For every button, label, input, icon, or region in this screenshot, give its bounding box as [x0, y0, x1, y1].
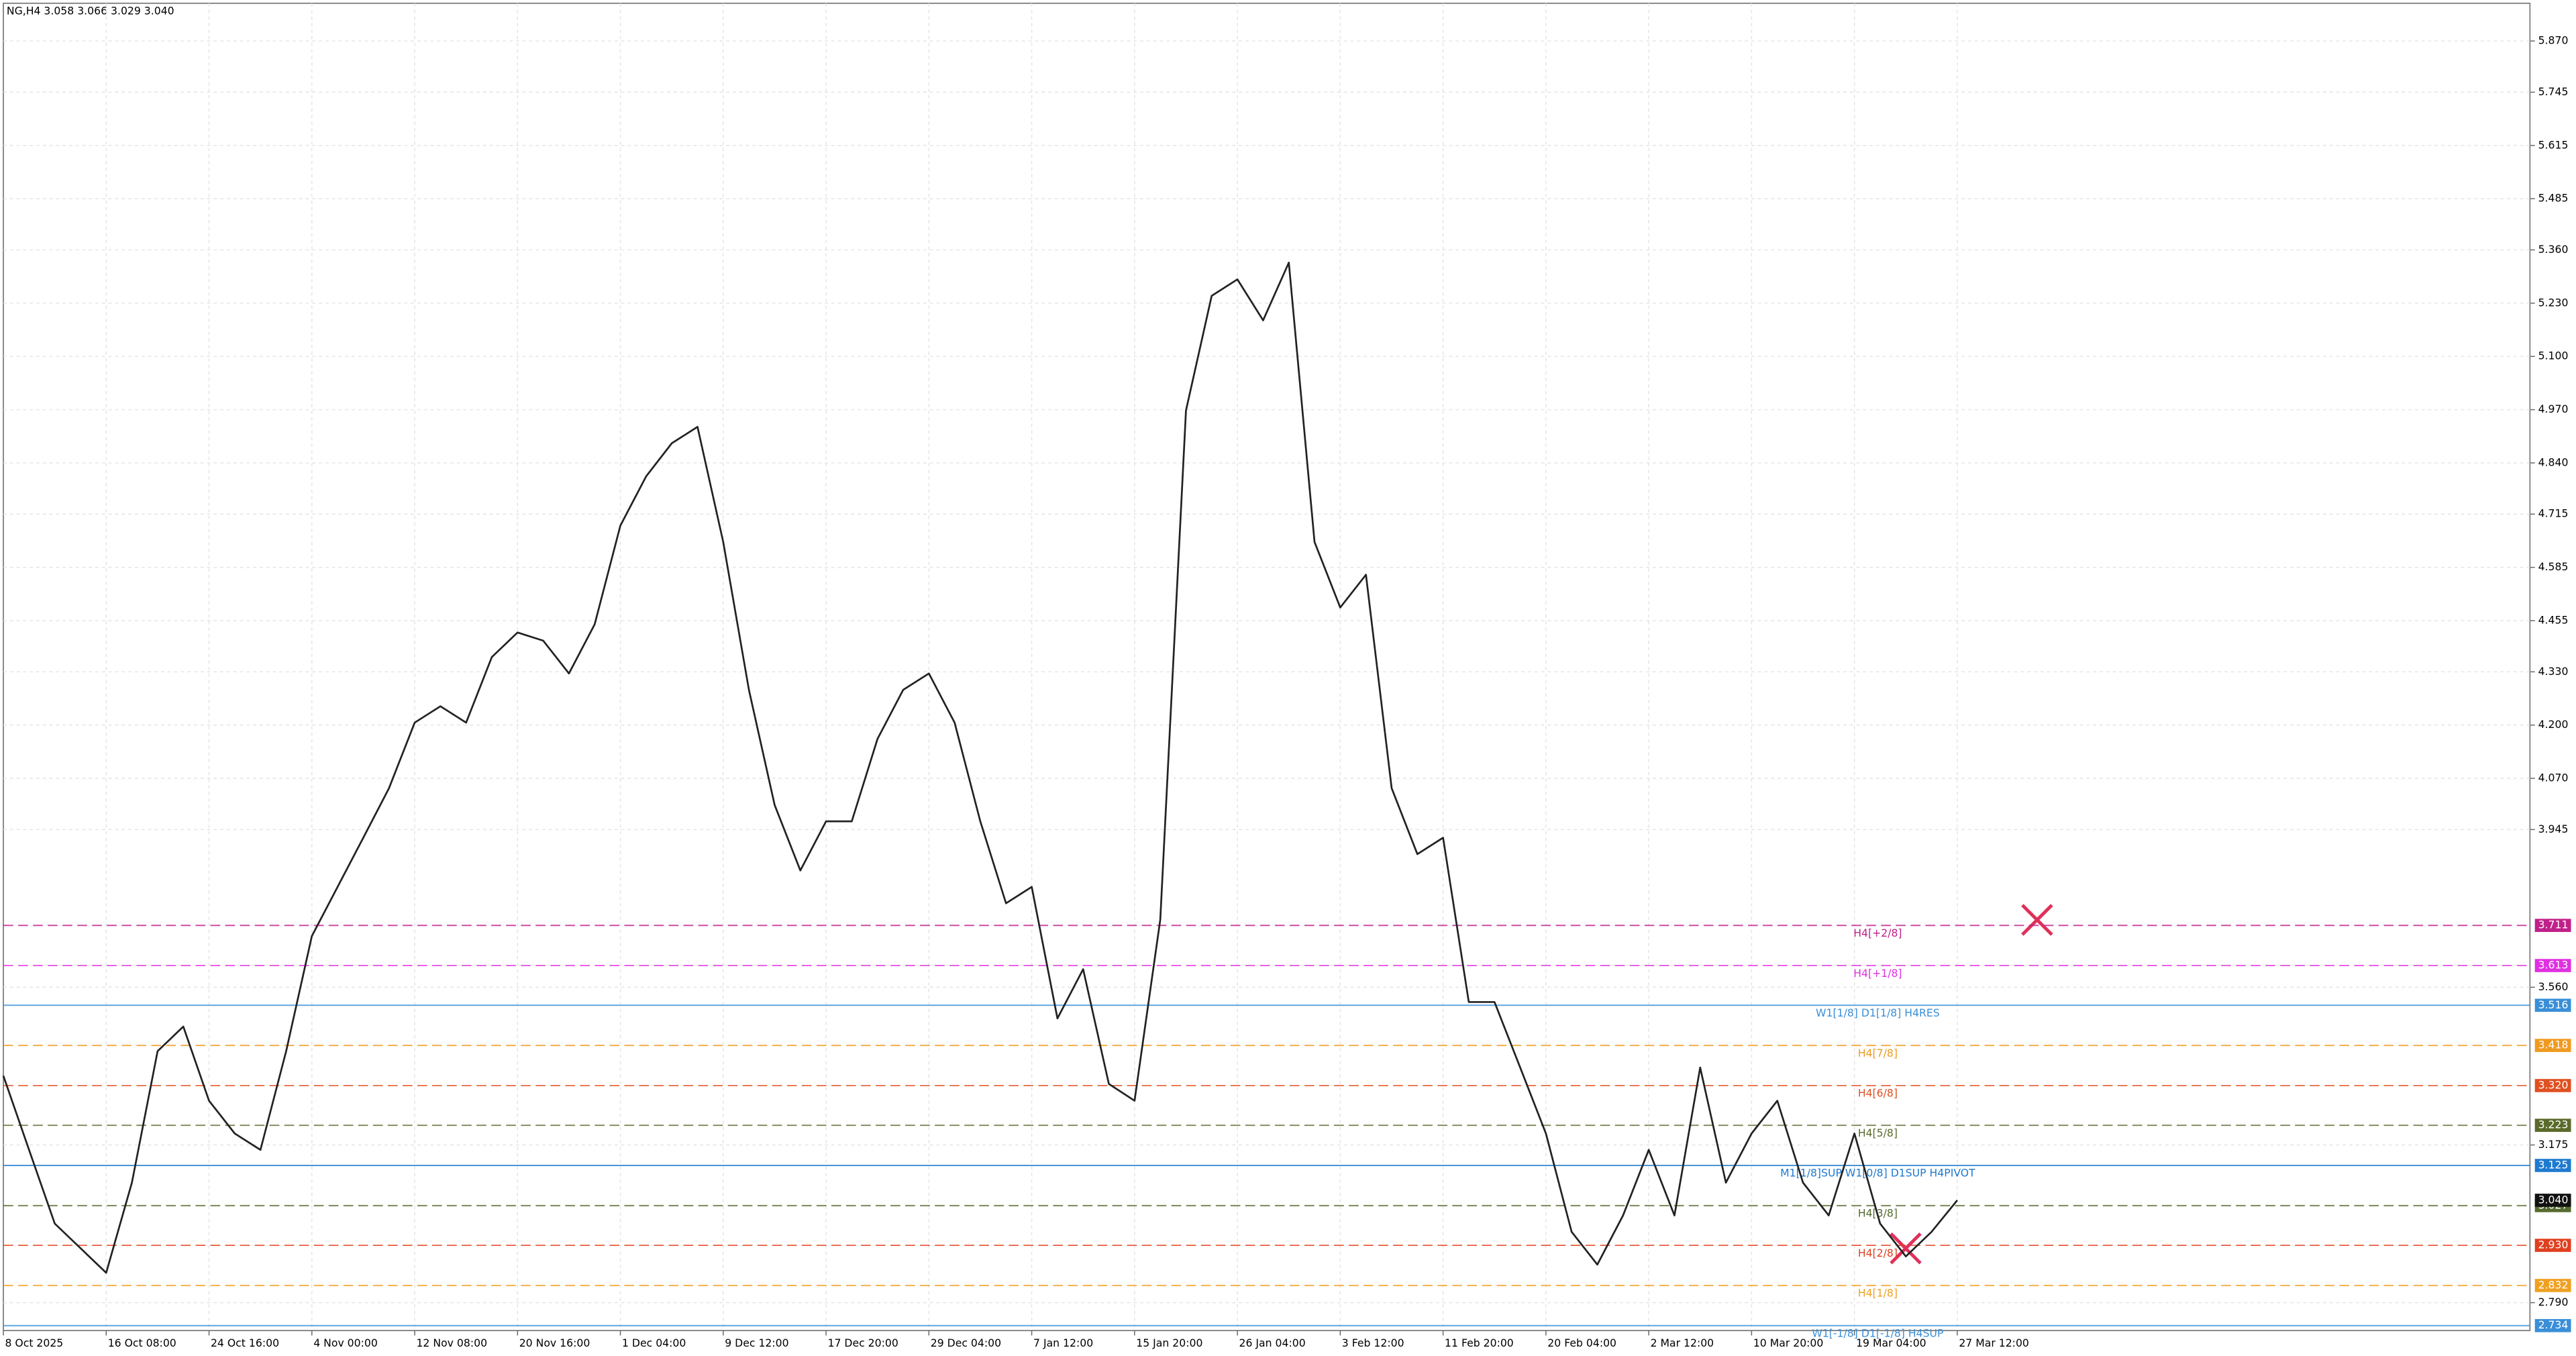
level-price-label: 3.613 [2538, 959, 2569, 972]
x-tick-label: 3 Feb 12:00 [1342, 1337, 1404, 1349]
x-tick-label: 7 Jan 12:00 [1033, 1337, 1093, 1349]
y-tick-label: 4.585 [2538, 560, 2569, 573]
x-tick-label: 15 Jan 20:00 [1136, 1337, 1202, 1349]
x-tick-label: 8 Oct 2025 [5, 1337, 63, 1349]
x-tick-label: 19 Mar 04:00 [1856, 1337, 1926, 1349]
level-price-box [2534, 998, 2571, 1012]
level-name: H4[5/8] [1858, 1127, 1898, 1139]
level-price-label: 3.418 [2538, 1039, 2569, 1051]
y-tick-label: 2.790 [2538, 1296, 2569, 1308]
level-price-box [2534, 1079, 2571, 1092]
x-tick-label: 20 Nov 16:00 [519, 1337, 590, 1349]
y-tick-label: 4.715 [2538, 507, 2569, 520]
x-tick-label: 16 Oct 08:00 [108, 1337, 176, 1349]
y-tick-label: 3.560 [2538, 980, 2569, 993]
x-tick-label: 26 Jan 04:00 [1239, 1337, 1306, 1349]
x-tick-label: 27 Mar 12:00 [1959, 1337, 2029, 1349]
x-tick-label: 29 Dec 04:00 [931, 1337, 1001, 1349]
x-tick-label: 9 Dec 12:00 [725, 1337, 788, 1349]
y-tick-label: 4.200 [2538, 718, 2569, 731]
x-tick-label: 10 Mar 20:00 [1753, 1337, 1824, 1349]
level-name: H4[1/8] [1858, 1287, 1898, 1300]
last-price-box [2534, 1194, 2571, 1207]
level-price-box [2534, 1279, 2571, 1292]
signal-cross [1890, 1232, 1922, 1265]
level-name: H4[+1/8] [1853, 967, 1902, 980]
x-tick-label: 20 Feb 04:00 [1547, 1337, 1616, 1349]
y-tick-label: 5.870 [2538, 34, 2569, 47]
level-name: H4[+2/8] [1853, 927, 1902, 939]
level-price-label: 3.516 [2538, 998, 2569, 1011]
price-line [2, 262, 1958, 1274]
y-tick-label: 4.970 [2538, 403, 2569, 415]
y-tick-label: 5.745 [2538, 85, 2569, 98]
x-tick-label: 1 Dec 04:00 [622, 1337, 686, 1349]
level-name: H4[2/8] [1858, 1247, 1898, 1259]
y-tick-label: 4.330 [2538, 665, 2569, 678]
chart-title: NG,H4 3.058 3.066 3.029 3.040 [7, 5, 174, 17]
level-name: H4[6/8] [1858, 1087, 1898, 1100]
level-price-label: 2.734 [2538, 1318, 2569, 1331]
level-price-label: 3.711 [2538, 919, 2569, 931]
signal-cross [2021, 904, 2053, 936]
y-tick-label: 5.100 [2538, 350, 2569, 362]
level-price-label: 3.320 [2538, 1078, 2569, 1091]
y-tick-label: 5.485 [2538, 192, 2569, 205]
level-price-label: 2.832 [2538, 1278, 2569, 1291]
y-tick-label: 5.360 [2538, 243, 2569, 256]
level-price-box [2534, 1318, 2571, 1333]
level-name: H4[7/8] [1858, 1047, 1898, 1059]
plot-frame [3, 2, 2531, 1332]
y-tick-label: 4.840 [2538, 456, 2569, 468]
level-name: W1[1/8] D1[1/8] H4RES [1816, 1006, 1940, 1019]
level-price-label: 3.223 [2538, 1118, 2569, 1131]
x-tick-label: 2 Mar 12:00 [1651, 1337, 1714, 1349]
y-tick-label: 5.615 [2538, 138, 2569, 151]
level-price-box [2534, 1039, 2571, 1052]
y-tick-label: 4.455 [2538, 613, 2569, 626]
y-tick-label: 4.070 [2538, 772, 2569, 784]
y-tick-label: 3.175 [2538, 1138, 2569, 1151]
y-tick-label: 3.945 [2538, 823, 2569, 835]
level-name: W1[-1/8] D1[-1/8] H4SUP [1812, 1326, 1943, 1339]
level-price-box [2534, 919, 2571, 933]
last-price-label: 3.040 [2538, 1193, 2569, 1206]
level-price-box [2534, 959, 2571, 972]
level-price-box [2534, 1118, 2571, 1132]
level-price-label: 2.930 [2538, 1239, 2569, 1251]
level-price-box [2534, 1239, 2571, 1252]
x-tick-label: 11 Feb 20:00 [1445, 1337, 1514, 1349]
y-tick-label: 5.230 [2538, 296, 2569, 309]
level-name: M1[1/8]SUP W1[0/8] D1SUP H4PIVOT [1780, 1167, 1975, 1180]
level-price-label: 3.125 [2538, 1159, 2569, 1171]
x-tick-label: 17 Dec 20:00 [828, 1337, 898, 1349]
x-tick-label: 12 Nov 08:00 [416, 1337, 487, 1349]
x-tick-label: 24 Oct 16:00 [211, 1337, 279, 1349]
level-price-box [2534, 1159, 2571, 1172]
x-tick-label: 4 Nov 00:00 [313, 1337, 378, 1349]
